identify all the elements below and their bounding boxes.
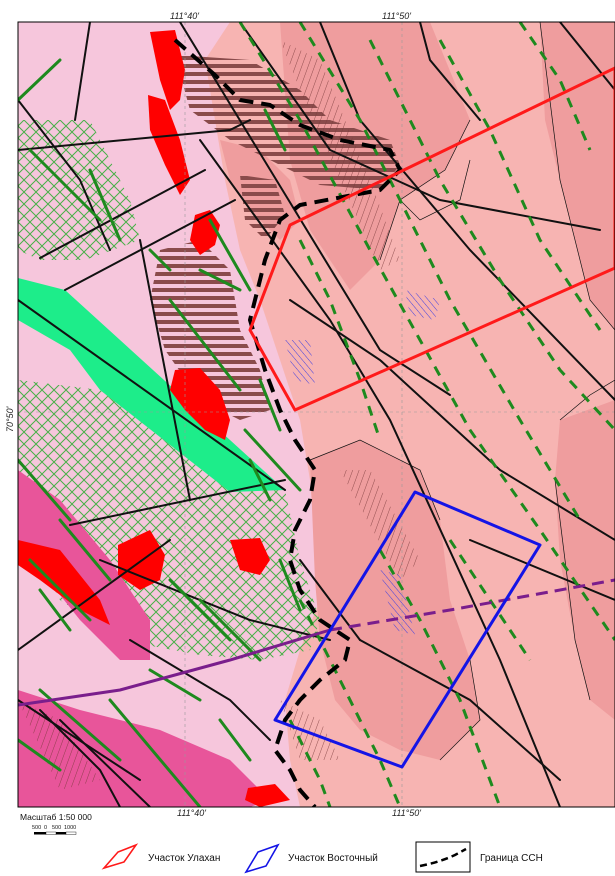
- scale-tick-3: 500: [52, 825, 61, 831]
- scale-label: Масштаб 1:50 000: [20, 812, 92, 822]
- scale-bar: Масштаб 1:50 000 500 0 500 1000: [20, 812, 92, 835]
- blue-hatch-1: [405, 290, 440, 320]
- map-area: [18, 22, 615, 807]
- legend-item-ssn: Граница ССН: [415, 841, 543, 873]
- dark-salmon-band-2: [540, 22, 615, 330]
- coord-top-right: 111°50': [382, 11, 411, 21]
- shear-zone-4: [18, 700, 100, 790]
- blue-outline-polygon-icon: [244, 843, 280, 874]
- red-intrusion-6: [230, 538, 270, 575]
- red-intrusion-3: [190, 210, 220, 255]
- purple-line-dashed: [329, 578, 615, 632]
- red-intrusion-2: [148, 95, 190, 195]
- legend-item-vostochny: Участок Восточный: [244, 843, 378, 874]
- legend-label-ulakhan: Участок Улахан: [148, 853, 220, 864]
- magenta-unit: [18, 470, 150, 660]
- dashed-boundary-icon: [419, 847, 467, 868]
- fault-lines: [18, 22, 615, 807]
- coord-top-left: 111°40': [170, 11, 199, 21]
- vostochny-site-polygon[interactable]: [273, 490, 542, 769]
- hatched-unit-1: [18, 120, 140, 260]
- scale-tick-1: 500: [32, 825, 41, 831]
- green-dykes: [18, 58, 302, 807]
- red-intrusion-4: [170, 368, 230, 440]
- legend-label-ssn: Граница ССН: [480, 853, 543, 864]
- coord-bottom-right: 111°50': [392, 808, 421, 818]
- dashed-green-faults: [238, 22, 615, 807]
- legend-label-vostochny: Участок Восточный: [288, 853, 378, 864]
- scale-segment-2: [45, 831, 57, 835]
- scale-tick-4: 1000: [64, 825, 76, 831]
- map-frame: [17, 21, 615, 808]
- coord-left-lat: 70°50': [5, 406, 15, 432]
- brown-hatch-zone-3: [240, 175, 285, 240]
- scale-segment-3: [56, 832, 66, 835]
- legend-item-ulakhan: Участок Улахан: [101, 843, 220, 870]
- scale-tick-2: 0: [44, 825, 47, 831]
- ssn-boundary: [173, 38, 402, 807]
- brown-hatch-zone-2: [150, 240, 270, 420]
- dark-salmon-band-4: [555, 400, 615, 720]
- red-intrusion-1: [150, 30, 185, 110]
- red-intrusion-8: [245, 784, 290, 807]
- ulakhan-site-polygon[interactable]: [248, 66, 615, 412]
- legend: Участок Улахан Участок Восточный Граница…: [101, 841, 543, 874]
- red-outline-polygon-icon: [101, 843, 139, 870]
- coord-bottom-left: 111°40': [177, 808, 206, 818]
- scale-segment-4: [65, 831, 77, 835]
- blue-hatch-2: [285, 340, 315, 385]
- purple-line-solid: [18, 628, 331, 707]
- mint-unit: [18, 278, 285, 492]
- scale-segment-1: [34, 832, 46, 835]
- coordinate-grid: [18, 22, 615, 807]
- legend-swatch-frame: [415, 841, 471, 873]
- shear-zone-3: [280, 700, 340, 760]
- shear-zone-2: [340, 470, 420, 580]
- red-intrusion-7: [18, 540, 110, 625]
